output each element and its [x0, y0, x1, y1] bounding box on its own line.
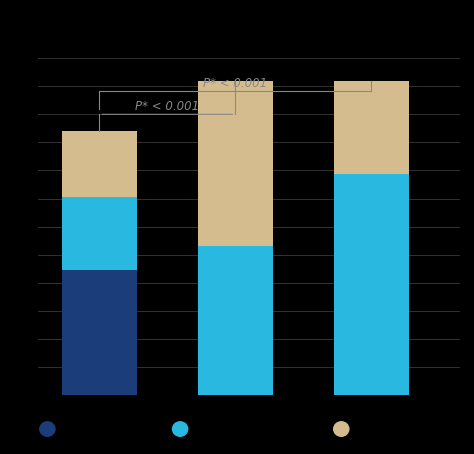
Bar — [198, 81, 273, 247]
Bar — [62, 131, 137, 197]
Bar — [62, 197, 137, 270]
Bar — [62, 270, 137, 395]
Bar — [198, 247, 273, 395]
Bar — [334, 174, 409, 395]
Text: P* < 0.001: P* < 0.001 — [203, 77, 267, 89]
Bar — [334, 81, 409, 174]
Text: P* < 0.001: P* < 0.001 — [135, 100, 199, 113]
